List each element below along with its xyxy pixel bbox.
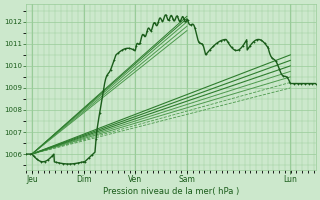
X-axis label: Pression niveau de la mer( hPa ): Pression niveau de la mer( hPa ) — [103, 187, 239, 196]
